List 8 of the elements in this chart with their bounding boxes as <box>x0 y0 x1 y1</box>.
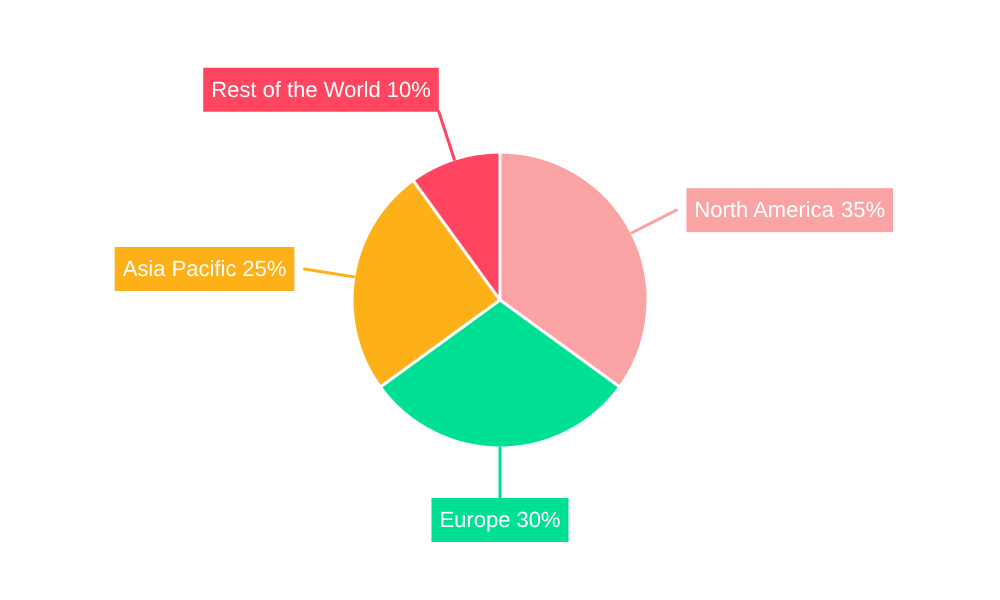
data-label: 10% <box>386 76 431 102</box>
slice-label: North America <box>694 197 835 222</box>
slice-label: Europe <box>440 507 510 532</box>
data-label: 25% <box>242 256 286 282</box>
slice-label: Rest of the World <box>211 76 381 102</box>
slice-label: Asia Pacific <box>122 256 236 282</box>
data-label: 30% <box>516 507 560 532</box>
data-label: 35% <box>841 197 886 222</box>
